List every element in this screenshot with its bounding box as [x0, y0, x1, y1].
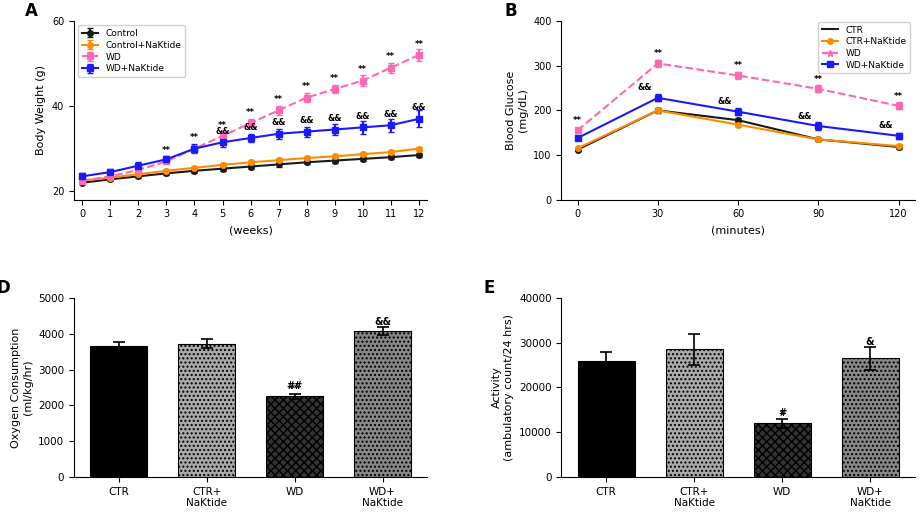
Bar [753, 423, 810, 477]
X-axis label: (minutes): (minutes) [711, 225, 765, 235]
Text: **: ** [218, 121, 227, 129]
Text: **: ** [814, 74, 823, 83]
Text: &&: && [383, 110, 398, 119]
Text: **: ** [573, 116, 582, 125]
Y-axis label: Blood Glucose
(mg/dL): Blood Glucose (mg/dL) [506, 71, 528, 150]
Y-axis label: Oxygen Consumption
(ml/kg/hr): Oxygen Consumption (ml/kg/hr) [11, 328, 32, 447]
Text: &&: && [356, 112, 370, 121]
Text: **: ** [330, 74, 339, 83]
Text: **: ** [734, 61, 743, 70]
Bar [178, 344, 236, 477]
Text: **: ** [894, 92, 903, 101]
Text: &: & [866, 336, 874, 346]
Text: **: ** [302, 82, 311, 91]
Text: &&: && [215, 127, 230, 136]
Text: **: ** [653, 49, 663, 58]
Text: &&: && [411, 103, 426, 113]
Y-axis label: Activity
(ambulatory count/24 hrs): Activity (ambulatory count/24 hrs) [492, 314, 514, 461]
Bar [354, 331, 411, 477]
Text: **: ** [162, 146, 171, 155]
Y-axis label: Body Weight (g): Body Weight (g) [36, 66, 46, 155]
Text: &&: && [243, 123, 258, 132]
Bar [578, 361, 635, 477]
Text: A: A [24, 2, 37, 19]
Text: ##: ## [286, 381, 303, 391]
Text: **: ** [289, 385, 299, 395]
Text: **: ** [246, 108, 255, 117]
Text: **: ** [274, 95, 283, 104]
Text: &&: && [717, 97, 732, 106]
Text: #: # [778, 408, 786, 418]
Legend: Control, Control+NaKtide, WD, WD+NaKtide: Control, Control+NaKtide, WD, WD+NaKtide [79, 26, 185, 77]
Bar [842, 358, 899, 477]
Text: &&: && [878, 122, 893, 130]
Text: &&: && [797, 112, 812, 121]
Bar [266, 396, 323, 477]
Text: B: B [505, 2, 517, 19]
X-axis label: (weeks): (weeks) [228, 225, 273, 235]
Text: **: ** [359, 65, 367, 74]
Text: &&: && [327, 114, 342, 123]
Legend: CTR, CTR+NaKtide, WD, WD+NaKtide: CTR, CTR+NaKtide, WD, WD+NaKtide [819, 22, 910, 73]
Text: **: ** [386, 52, 395, 61]
Text: &&: && [272, 118, 286, 127]
Text: E: E [484, 279, 495, 297]
Text: **: ** [190, 133, 199, 143]
Text: &&: && [299, 116, 314, 125]
Bar [90, 346, 147, 477]
Text: D: D [0, 279, 10, 297]
Text: *: * [780, 410, 784, 420]
Bar [665, 350, 723, 477]
Text: &&: && [638, 83, 651, 92]
Text: **: ** [414, 40, 423, 49]
Text: &&: && [374, 317, 391, 327]
